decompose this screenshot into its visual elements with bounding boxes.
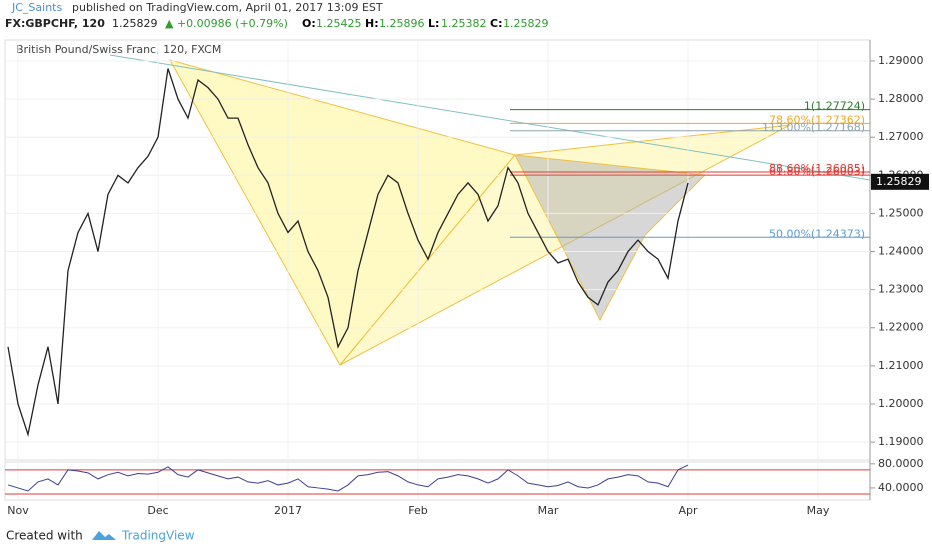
c-label: C:: [490, 17, 502, 30]
y-tick-label: 1.22000: [878, 321, 924, 334]
x-tick-label: 2017: [274, 504, 302, 517]
price-line: [7, 68, 689, 438]
brand[interactable]: TradingView: [121, 529, 195, 543]
change: ▲ +0.00986 (+0.79%): [165, 17, 288, 30]
y-tick-label: 1.29000: [878, 54, 924, 67]
fib-label: 61.80%(1.26003): [769, 165, 865, 178]
y-tick-label: 1.28000: [878, 92, 924, 105]
x-tick-label: Dec: [147, 504, 168, 517]
last-price-label: 1.25829: [876, 175, 922, 188]
rsi-line: [7, 464, 689, 492]
x-tick-label: Mar: [538, 504, 559, 517]
x-tick-label: Apr: [678, 504, 698, 517]
symbol: FX:GBPCHF, 120: [5, 17, 105, 30]
h: 1.25896: [379, 17, 425, 30]
last-price-box: [871, 173, 929, 190]
logo: [92, 531, 116, 540]
x-tick-label: Nov: [7, 504, 29, 517]
o: 1.25425: [316, 17, 362, 30]
l: 1.25382: [441, 17, 487, 30]
y-tick-label: 1.23000: [878, 283, 924, 296]
last: 1.25829: [112, 17, 158, 30]
l-label: L:: [428, 17, 439, 30]
y-tick-label: 1.21000: [878, 359, 924, 372]
h-label: H:: [365, 17, 379, 30]
x-tick-label: Feb: [408, 504, 427, 517]
published: published on TradingView.com, April 01, …: [72, 1, 383, 14]
o-label: O:: [302, 17, 316, 30]
author[interactable]: JC_Saints: [11, 1, 62, 14]
fib-label: 113.00%(1.27168): [762, 121, 865, 134]
x-tick-label: May: [807, 504, 830, 517]
created: Created with: [6, 529, 83, 543]
fib-label: 88.60%(1.26085): [769, 162, 865, 175]
fib-label: 1(1.27724): [804, 100, 865, 113]
fib-label: 50.00%(1.24373): [769, 227, 865, 240]
c: 1.25829: [503, 17, 549, 30]
rsi-tick-label: 80.0000: [878, 457, 924, 470]
y-tick-label: 1.19000: [878, 435, 924, 448]
fib-label: 78.60%(1.27362): [769, 113, 865, 126]
y-tick-label: 1.20000: [878, 397, 924, 410]
y-tick-label: 1.25000: [878, 206, 924, 219]
y-tick-label: 1.27000: [878, 130, 924, 143]
trend-line: [109, 54, 871, 181]
y-tick-label: 1.24000: [878, 245, 924, 258]
chart-title: British Pound/Swiss Franc, 120, FXCM: [16, 43, 221, 56]
rsi-tick-label: 40.0000: [878, 481, 924, 494]
